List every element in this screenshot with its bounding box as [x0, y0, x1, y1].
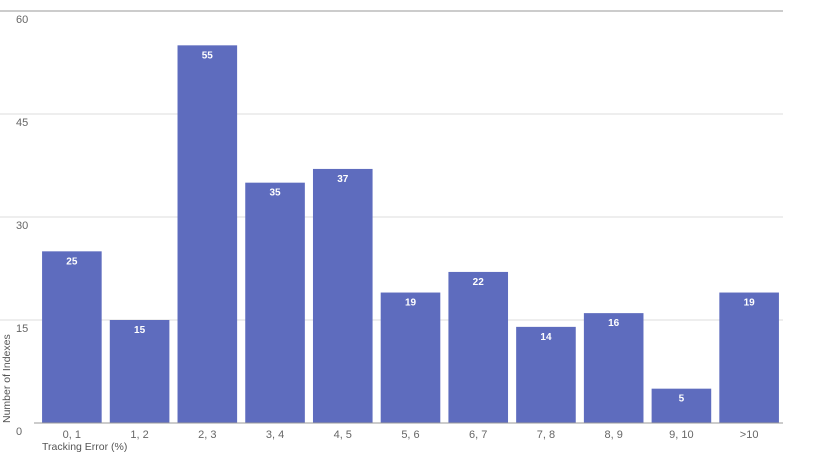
data-label: 25: [66, 256, 78, 267]
data-label: 37: [337, 174, 349, 185]
x-tick-label: 7, 8: [537, 429, 555, 441]
y-tick-label: 45: [16, 117, 28, 129]
bar: [516, 326, 576, 423]
bar: [651, 388, 712, 423]
y-tick-label: 60: [16, 14, 28, 26]
bars: 25 15 55 35 37 19 22 14 16 5 19: [42, 45, 779, 423]
y-tick-labels: 0 15 30 45 60: [16, 14, 28, 438]
y-axis-title: Number of Indexes: [1, 334, 13, 423]
x-tick-label: 4, 5: [334, 429, 352, 441]
x-tick-label: 0, 1: [63, 429, 81, 441]
y-tick-label: 0: [16, 426, 22, 438]
bar: [177, 45, 238, 423]
x-tick-label: >10: [740, 429, 759, 441]
bar: [109, 320, 170, 423]
x-tick-label: 2, 3: [198, 429, 216, 441]
data-label: 14: [540, 332, 552, 343]
x-tick-label: 9, 10: [669, 429, 693, 441]
x-tick-labels: 0, 1 1, 2 2, 3 3, 4 4, 5 5, 6 6, 7 7, 8 8, 9 9, 1…: [63, 429, 759, 441]
data-label: 15: [134, 325, 146, 336]
data-label: 55: [202, 50, 214, 61]
data-label: 16: [608, 318, 620, 329]
x-tick-label: 3, 4: [266, 429, 284, 441]
data-label: 35: [269, 188, 281, 199]
gridlines: [0, 10, 783, 321]
bar: [583, 313, 644, 423]
bar: [380, 292, 441, 423]
x-tick-label: 6, 7: [469, 429, 487, 441]
data-label: 5: [679, 394, 685, 405]
bar: [312, 168, 373, 423]
y-tick-label: 15: [16, 323, 28, 335]
bar: [719, 292, 779, 423]
x-tick-label: 1, 2: [130, 429, 148, 441]
data-label: 19: [405, 298, 417, 309]
bar: [42, 251, 102, 423]
data-label: 22: [473, 277, 485, 288]
bar: [245, 182, 305, 423]
bar: [448, 271, 509, 423]
y-tick-label: 30: [16, 220, 28, 232]
x-axis-title: Tracking Error (%): [42, 441, 127, 453]
data-label: 19: [744, 298, 756, 309]
x-tick-label: 8, 9: [605, 429, 623, 441]
x-tick-label: 5, 6: [401, 429, 419, 441]
